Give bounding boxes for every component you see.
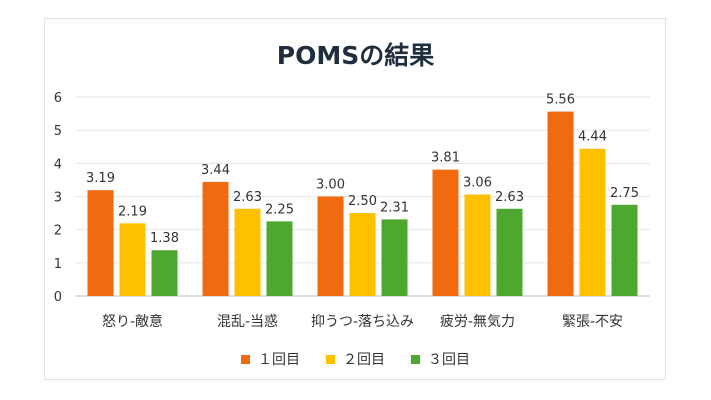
data-label: 3.19 [86, 171, 115, 186]
data-label: 2.63 [233, 190, 262, 205]
bar [579, 148, 606, 296]
data-label: 2.25 [265, 202, 294, 217]
legend-label: １回目 [258, 352, 300, 368]
bar [349, 213, 376, 296]
bar [547, 111, 574, 297]
bar [464, 194, 491, 296]
data-label: 2.75 [610, 186, 639, 201]
bar [119, 223, 146, 296]
legend-label: ３回目 [428, 352, 470, 368]
x-tick-label: 怒り-敵意 [102, 313, 163, 330]
data-label: 2.31 [380, 200, 409, 215]
x-tick-label: 緊張-不安 [562, 314, 623, 330]
x-tick-label: 抑うつ-落ち込み [311, 314, 414, 330]
bar [151, 250, 178, 296]
data-label: 3.06 [463, 176, 492, 191]
bar [234, 208, 261, 296]
legend-item: １回目 [241, 349, 300, 369]
data-label: 5.56 [546, 93, 575, 108]
bar [381, 219, 408, 296]
bar [87, 190, 114, 296]
y-tick-label: 6 [54, 91, 62, 106]
y-tick-label: 5 [54, 124, 62, 139]
x-tick-label: 疲労-無気力 [440, 313, 515, 330]
data-label: 2.50 [348, 194, 377, 209]
bar [317, 196, 344, 296]
x-tick-label: 混乱-当惑 [217, 314, 278, 330]
bar [202, 181, 229, 296]
bar [266, 221, 293, 296]
chart-legend: １回目 ２回目 ３回目 [0, 349, 711, 369]
legend-swatch [326, 354, 335, 364]
legend-label: ２回目 [343, 352, 385, 368]
y-tick-label: 0 [54, 290, 62, 305]
legend-item: ３回目 [411, 349, 470, 369]
chart-title: POMSの結果 [276, 41, 435, 70]
data-label: 3.00 [316, 178, 345, 193]
y-tick-label: 4 [54, 157, 62, 172]
data-label: 2.19 [118, 204, 147, 219]
y-tick-label: 1 [54, 257, 62, 272]
y-tick-label: 2 [54, 224, 62, 239]
data-label: 3.44 [201, 163, 230, 178]
legend-swatch [411, 354, 420, 364]
data-label: 1.38 [150, 231, 179, 246]
legend-swatch [241, 354, 250, 364]
data-label: 3.81 [431, 151, 460, 166]
legend-item: ２回目 [326, 349, 385, 369]
y-tick-label: 3 [54, 191, 62, 206]
bar [611, 204, 638, 296]
bar [432, 169, 459, 296]
data-label: 4.44 [578, 130, 607, 145]
data-label: 2.63 [495, 190, 524, 205]
bar [496, 208, 523, 296]
